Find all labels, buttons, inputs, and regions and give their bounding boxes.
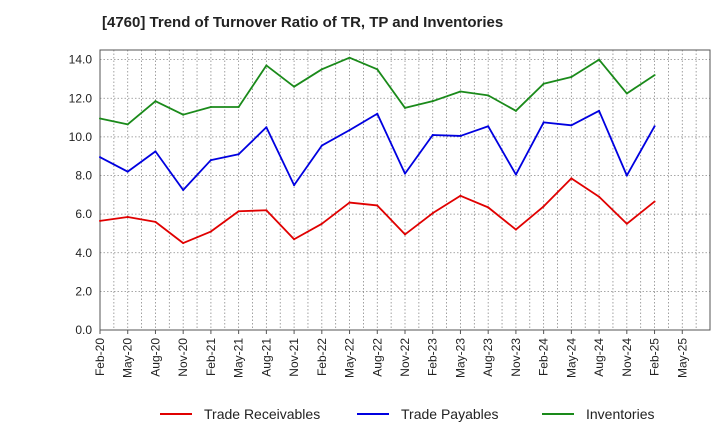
data-point <box>126 216 129 219</box>
data-point <box>348 201 351 204</box>
x-tick-label: Nov-21 <box>287 338 301 377</box>
data-point <box>154 100 157 103</box>
x-tick-label: Feb-24 <box>537 338 551 376</box>
x-tick-label: May-20 <box>121 338 135 378</box>
data-point <box>293 184 296 187</box>
data-point <box>209 105 212 108</box>
chart-title: [4760] Trend of Turnover Ratio of TR, TP… <box>102 14 504 31</box>
data-point <box>265 209 268 212</box>
data-point <box>126 123 129 126</box>
data-point <box>570 177 573 180</box>
data-point <box>598 58 601 61</box>
y-tick-label: 4.0 <box>75 246 92 260</box>
data-point <box>459 90 462 93</box>
data-point <box>487 125 490 128</box>
data-point <box>625 92 628 95</box>
data-point <box>99 219 101 222</box>
data-point <box>237 105 240 108</box>
data-point <box>320 222 323 225</box>
y-tick-label: 0.0 <box>75 323 92 337</box>
x-tick-label: Feb-25 <box>648 338 662 376</box>
y-tick-label: 8.0 <box>75 169 92 183</box>
data-point <box>404 233 406 236</box>
data-point <box>404 172 406 175</box>
y-tick-label: 12.0 <box>69 91 93 105</box>
y-tick-label: 14.0 <box>69 53 93 67</box>
data-point <box>653 74 656 77</box>
data-point <box>376 112 379 115</box>
data-point <box>99 117 101 120</box>
x-tick-label: Nov-22 <box>398 338 412 377</box>
x-tick-label: Feb-20 <box>93 338 107 376</box>
y-tick-label: 10.0 <box>69 130 93 144</box>
data-point <box>348 56 351 59</box>
data-point <box>514 173 517 176</box>
data-point <box>653 200 656 203</box>
legend-label: Trade Receivables <box>204 406 320 422</box>
x-tick-label: Feb-21 <box>204 338 218 376</box>
x-tick-label: May-21 <box>232 338 246 378</box>
data-point <box>459 134 462 137</box>
data-point <box>376 204 379 207</box>
y-tick-label: 6.0 <box>75 207 92 221</box>
x-tick-label: Aug-24 <box>592 338 606 377</box>
x-tick-label: May-24 <box>564 338 578 378</box>
data-point <box>431 100 434 103</box>
data-point <box>237 153 240 156</box>
data-point <box>514 228 517 231</box>
data-point <box>570 76 573 79</box>
data-point <box>265 64 268 67</box>
data-point <box>126 170 129 173</box>
data-point <box>182 242 185 245</box>
x-tick-label: Aug-20 <box>148 338 162 377</box>
x-tick-label: Nov-20 <box>176 338 190 377</box>
data-point <box>598 195 601 198</box>
data-point <box>182 189 185 191</box>
x-tick-label: May-23 <box>453 338 467 378</box>
x-tick-label: Aug-23 <box>481 338 495 377</box>
data-point <box>625 222 628 225</box>
data-point <box>431 133 434 136</box>
data-point <box>514 109 517 112</box>
data-point <box>404 106 406 109</box>
data-point <box>320 68 323 71</box>
data-point <box>154 150 157 153</box>
data-point <box>182 113 185 116</box>
data-point <box>99 156 101 159</box>
data-point <box>209 159 212 162</box>
data-point <box>320 144 323 147</box>
data-point <box>653 125 656 128</box>
data-point <box>570 124 573 127</box>
data-point <box>209 230 212 233</box>
data-point <box>431 212 434 215</box>
data-point <box>293 238 296 241</box>
x-tick-label: May-25 <box>675 338 689 378</box>
data-point <box>542 205 545 208</box>
x-tick-label: Aug-21 <box>259 338 273 377</box>
x-tick-label: Aug-22 <box>370 338 384 377</box>
data-point <box>376 68 379 71</box>
legend-label: Trade Payables <box>401 406 499 422</box>
data-point <box>487 94 490 97</box>
data-point <box>598 109 601 112</box>
data-point <box>459 194 462 197</box>
data-point <box>293 85 296 88</box>
x-tick-label: May-22 <box>343 338 357 378</box>
data-point <box>265 126 268 129</box>
legend-label: Inventories <box>586 406 654 422</box>
x-tick-label: Feb-22 <box>315 338 329 376</box>
y-tick-label: 2.0 <box>75 284 92 298</box>
x-tick-label: Feb-23 <box>426 338 440 376</box>
data-point <box>348 129 351 132</box>
x-tick-label: Nov-23 <box>509 338 523 377</box>
data-point <box>237 210 240 213</box>
data-point <box>487 206 490 209</box>
data-point <box>542 121 545 124</box>
data-point <box>542 82 545 85</box>
data-point <box>625 174 628 177</box>
data-point <box>154 220 157 223</box>
x-tick-label: Nov-24 <box>620 338 634 377</box>
